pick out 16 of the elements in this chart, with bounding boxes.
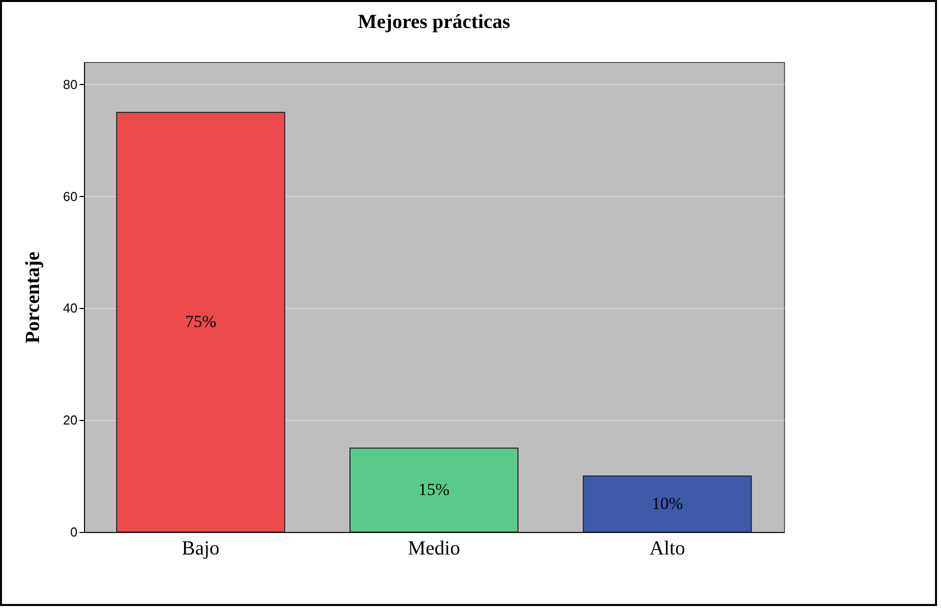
- x-tick-label: Bajo: [182, 538, 220, 560]
- x-tick-label: Medio: [408, 538, 460, 560]
- x-tick-label: Alto: [650, 538, 686, 560]
- y-tick-label: 0: [70, 524, 78, 540]
- y-tick-label: 20: [63, 412, 78, 428]
- bar: [350, 448, 518, 532]
- data-label: 15%: [418, 480, 450, 500]
- data-label: 75%: [185, 312, 216, 332]
- chart-title: Mejores prácticas: [358, 11, 510, 33]
- y-tick-label: 80: [63, 76, 78, 92]
- bar: [116, 112, 286, 532]
- bar: [582, 476, 752, 532]
- y-tick-label: 40: [63, 300, 78, 316]
- data-label: 10%: [652, 494, 683, 514]
- y-tick-label: 60: [63, 188, 78, 204]
- y-axis-title: Porcentaje: [22, 251, 44, 344]
